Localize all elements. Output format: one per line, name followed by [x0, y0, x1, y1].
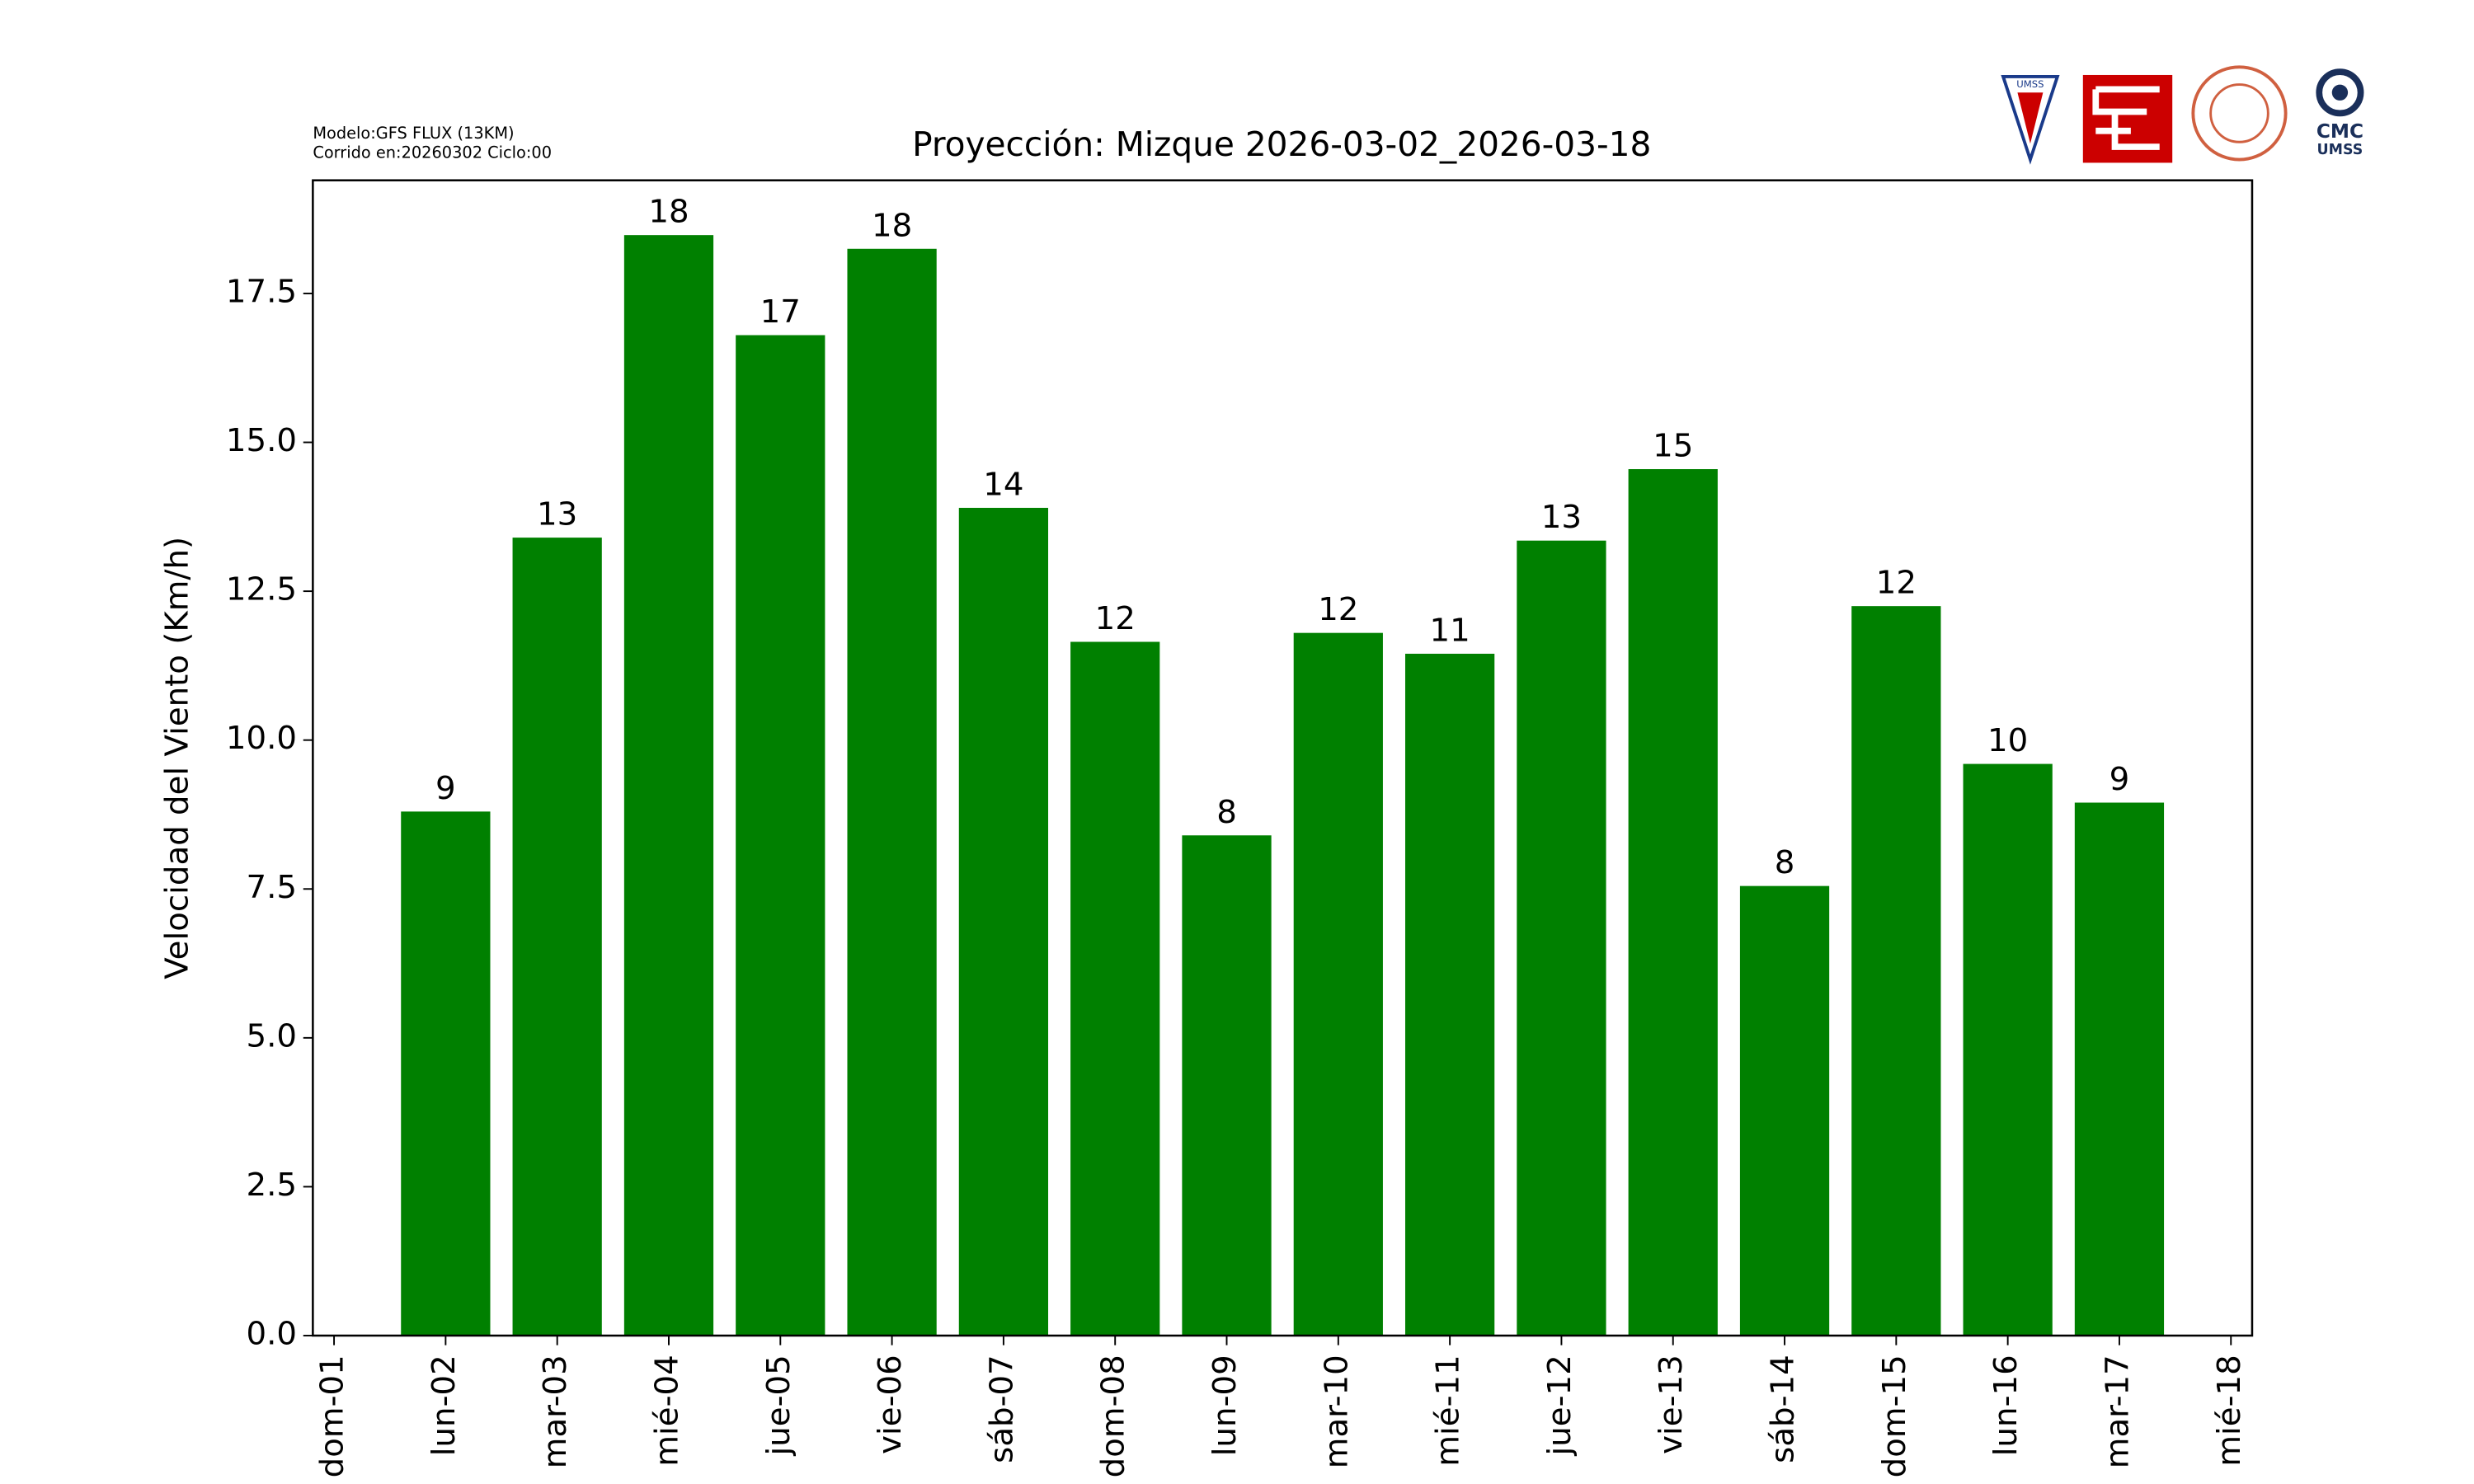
- bar: [1404, 653, 1495, 1336]
- logo-fcyt: [2082, 74, 2173, 163]
- bar: [847, 248, 937, 1336]
- bar: [1628, 469, 1718, 1336]
- data-label: 12: [1318, 591, 1358, 628]
- x-tick-label: sáb-07: [983, 1355, 1020, 1463]
- bar: [1851, 606, 1941, 1336]
- data-label: 18: [648, 194, 689, 231]
- y-tick-label: 10.0: [226, 720, 297, 757]
- y-tick-label: 7.5: [246, 869, 297, 906]
- y-tick-label: 0.0: [246, 1316, 297, 1353]
- bar: [512, 538, 602, 1336]
- logo-seal: [2191, 65, 2288, 162]
- data-label: 8: [1775, 844, 1795, 881]
- x-tick-label: mar-03: [537, 1355, 574, 1468]
- logos: UMSS CMC UMSS: [2001, 65, 2364, 165]
- y-tick-label: 17.5: [226, 273, 297, 310]
- y-tick-label: 15.0: [226, 422, 297, 459]
- bar: [2074, 802, 2165, 1336]
- annotation: Corrido en:20260302 Ciclo:00: [313, 143, 552, 162]
- data-label: 18: [872, 207, 912, 244]
- bar: [1182, 835, 1272, 1336]
- x-tick-label: dom-01: [314, 1355, 351, 1477]
- bar: [623, 235, 714, 1336]
- logo-shield-inner: [2017, 92, 2044, 144]
- bar: [1963, 763, 2053, 1336]
- y-tick-label: 12.5: [226, 571, 297, 608]
- data-label: 9: [2109, 761, 2130, 798]
- x-tick-label: vie-06: [872, 1355, 909, 1454]
- x-tick-label: mié-04: [648, 1355, 685, 1466]
- bar: [958, 507, 1049, 1336]
- logo-lines: [2092, 86, 2160, 150]
- chart-title: Proyección: Mizque 2026-03-02_2026-03-18: [912, 124, 1651, 164]
- data-label: 17: [760, 294, 801, 331]
- data-label: 13: [1541, 499, 1582, 536]
- logo-text: CMC: [2316, 120, 2363, 143]
- logo-text: UMSS: [2016, 78, 2044, 90]
- logo-seal-inner: [2209, 83, 2269, 143]
- x-tick-label: dom-15: [1876, 1355, 1913, 1477]
- bar: [736, 335, 825, 1336]
- logo-cmc-dot: [2331, 84, 2349, 101]
- x-tick-label: vie-13: [1653, 1355, 1690, 1454]
- y-axis-label: Velocidad del Viento (Km/h): [158, 537, 195, 979]
- x-tick-label: mié-11: [1430, 1355, 1467, 1466]
- bar: [401, 811, 491, 1336]
- x-tick-label: mié-18: [2211, 1355, 2248, 1466]
- data-label: 13: [537, 496, 577, 533]
- x-tick-label: jue-12: [1541, 1355, 1578, 1456]
- data-label: 8: [1216, 794, 1237, 831]
- data-label: 12: [1095, 600, 1136, 637]
- data-label: 12: [1876, 565, 1917, 602]
- x-tick-label: mar-17: [2099, 1355, 2136, 1468]
- x-tick-label: lun-16: [1987, 1355, 2025, 1456]
- data-label: 15: [1653, 428, 1693, 465]
- logo-text: UMSS: [2317, 142, 2363, 158]
- x-tick-label: lun-02: [426, 1355, 463, 1456]
- bar: [1070, 641, 1160, 1336]
- annotation: Modelo:GFS FLUX (13KM): [313, 124, 514, 143]
- y-tick-label: 5.0: [246, 1017, 297, 1054]
- data-label: 14: [983, 466, 1023, 503]
- plot-frame: [312, 179, 2254, 1337]
- x-tick-label: dom-08: [1095, 1355, 1132, 1477]
- bar: [1293, 632, 1383, 1336]
- x-tick-label: jue-05: [760, 1355, 797, 1456]
- logo-cmc-ring: [2316, 68, 2364, 117]
- bar: [1517, 540, 1606, 1336]
- x-tick-label: lun-09: [1206, 1355, 1244, 1456]
- x-tick-label: mar-10: [1318, 1355, 1355, 1468]
- bar: [1739, 885, 1830, 1336]
- data-label: 9: [435, 770, 456, 807]
- y-tick-label: 2.5: [246, 1167, 297, 1204]
- data-label: 11: [1430, 612, 1470, 649]
- x-tick-label: sáb-14: [1765, 1355, 1802, 1463]
- data-label: 10: [1987, 722, 2028, 759]
